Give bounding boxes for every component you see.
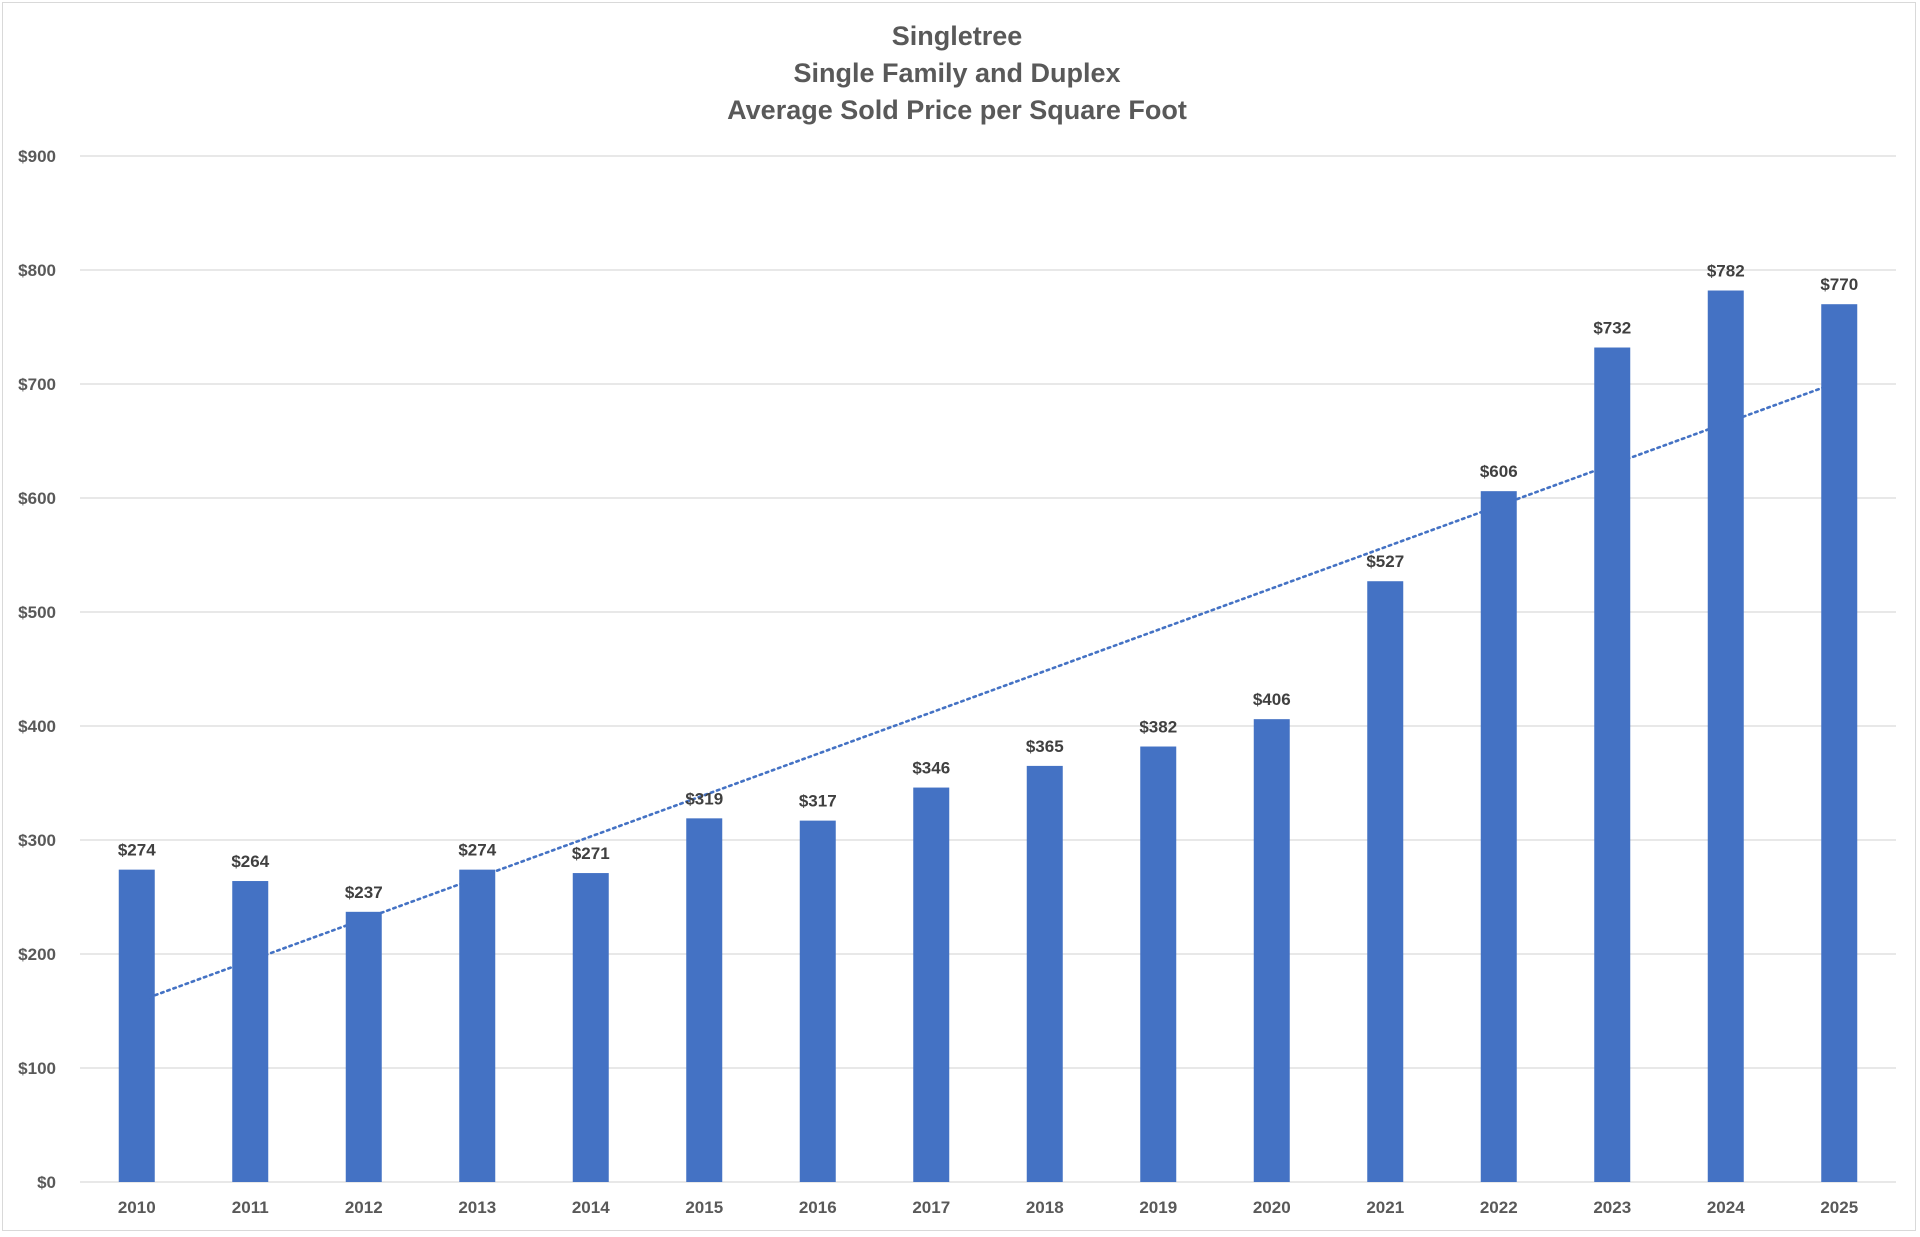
x-tick-label: 2017	[912, 1198, 950, 1217]
y-tick-label: $600	[18, 489, 56, 508]
x-tick-label: 2020	[1253, 1198, 1291, 1217]
y-tick-label: $700	[18, 375, 56, 394]
data-labels: $274 $264 $237 $274 $271 $319 $317 $346 $365 $382…	[118, 262, 1858, 902]
y-tick-label: $900	[18, 147, 56, 166]
trendline-layer	[135, 380, 1841, 1004]
data-label: $782	[1707, 262, 1745, 281]
data-label: $317	[799, 792, 837, 811]
x-tick-label: 2010	[118, 1198, 156, 1217]
bar	[232, 881, 269, 1182]
bar	[1707, 290, 1744, 1182]
bar	[118, 869, 155, 1182]
axis-labels: $0 $100 $200 $300 $400 $500 $600 $700 $800 $900 20…	[18, 147, 1858, 1217]
bar	[913, 787, 950, 1182]
data-label: $527	[1366, 552, 1404, 571]
y-tick-label: $500	[18, 603, 56, 622]
x-tick-label: 2025	[1820, 1198, 1858, 1217]
chart-title: Singletree Single Family and Duplex Aver…	[0, 18, 1914, 129]
chart-title-line-3: Average Sold Price per Square Foot	[727, 95, 1187, 125]
y-tick-label: $300	[18, 831, 56, 850]
data-label: $271	[572, 844, 610, 863]
x-tick-label: 2023	[1593, 1198, 1631, 1217]
x-tick-label: 2018	[1026, 1198, 1064, 1217]
x-tick-label: 2012	[345, 1198, 383, 1217]
gridlines	[80, 155, 1896, 1183]
bar	[459, 869, 496, 1182]
data-label: $319	[685, 789, 723, 808]
x-tick-label: 2014	[572, 1198, 610, 1217]
bar	[1821, 304, 1858, 1182]
bar	[572, 873, 609, 1182]
bars	[118, 290, 1858, 1182]
bar	[345, 911, 382, 1182]
bar	[686, 818, 723, 1182]
data-label: $732	[1593, 319, 1631, 338]
y-tick-label: $0	[37, 1173, 56, 1192]
trendline	[135, 380, 1841, 1004]
data-label: $346	[912, 759, 950, 778]
data-label: $770	[1820, 275, 1858, 294]
y-tick-label: $800	[18, 261, 56, 280]
data-label: $274	[118, 841, 156, 860]
data-label: $606	[1480, 462, 1518, 481]
data-label: $382	[1139, 718, 1177, 737]
bar	[799, 820, 836, 1182]
data-label: $274	[458, 841, 496, 860]
y-tick-label: $200	[18, 945, 56, 964]
x-tick-label: 2016	[799, 1198, 837, 1217]
y-tick-label: $100	[18, 1059, 56, 1078]
bar	[1140, 746, 1177, 1182]
bar	[1480, 491, 1517, 1182]
x-tick-label: 2021	[1366, 1198, 1404, 1217]
x-tick-label: 2013	[458, 1198, 496, 1217]
chart-title-line-2: Single Family and Duplex	[793, 58, 1121, 88]
bar	[1253, 719, 1290, 1182]
data-label: $237	[345, 883, 383, 902]
bar	[1594, 347, 1631, 1182]
data-label: $264	[231, 852, 269, 871]
bar	[1367, 581, 1404, 1182]
x-tick-label: 2024	[1707, 1198, 1745, 1217]
x-tick-label: 2019	[1139, 1198, 1177, 1217]
data-label: $365	[1026, 737, 1064, 756]
chart-title-line-1: Singletree	[891, 21, 1023, 51]
x-tick-label: 2011	[232, 1198, 269, 1217]
x-tick-label: 2022	[1480, 1198, 1518, 1217]
y-tick-label: $400	[18, 717, 56, 736]
x-tick-label: 2015	[685, 1198, 723, 1217]
data-label: $406	[1253, 690, 1291, 709]
bar	[1026, 765, 1063, 1182]
